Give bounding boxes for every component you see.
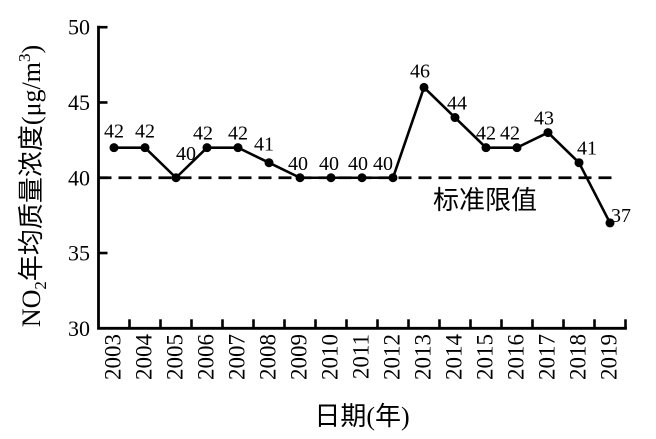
data-point-2004 <box>140 143 150 153</box>
data-value-label: 37 <box>611 205 631 227</box>
data-value-label: 42 <box>500 123 520 145</box>
data-value-label: 40 <box>288 153 308 175</box>
data-point-2009 <box>295 173 305 183</box>
x-tick-label: 2016 <box>504 334 529 380</box>
data-value-label: 41 <box>577 138 597 160</box>
x-tick-label: 2004 <box>132 334 157 381</box>
data-value-label: 46 <box>410 60 430 82</box>
y-tick-label: 40 <box>68 165 90 190</box>
x-tick-label: 2019 <box>597 334 622 380</box>
y-axis-title: NO2年均质量浓度(μg/m3) <box>15 45 50 327</box>
x-tick-label: 2015 <box>473 334 498 380</box>
x-tick-label: 2013 <box>411 334 436 380</box>
data-value-label: 42 <box>476 123 496 145</box>
x-tick-label: 2014 <box>442 334 467 381</box>
y-tick-label: 45 <box>68 90 90 115</box>
data-point-2005 <box>171 173 181 183</box>
x-tick-label: 2009 <box>287 334 312 380</box>
x-tick-label: 2006 <box>194 334 219 380</box>
x-tick-label: 2008 <box>256 334 281 380</box>
y-tick-label: 30 <box>68 316 90 341</box>
data-point-2015 <box>481 143 491 153</box>
data-value-label: 40 <box>176 143 196 165</box>
data-value-label: 40 <box>348 153 368 175</box>
data-value-label: 44 <box>447 93 467 115</box>
data-value-label: 42 <box>104 121 124 143</box>
y-tick-label: 35 <box>68 241 90 266</box>
x-tick-label: 2005 <box>163 334 188 380</box>
data-point-2003 <box>109 143 119 153</box>
data-point-2008 <box>264 158 274 168</box>
x-tick-label: 2003 <box>101 334 126 380</box>
data-point-2017 <box>543 128 553 138</box>
data-point-2013 <box>419 82 429 92</box>
data-point-2016 <box>512 143 522 153</box>
data-value-label: 41 <box>254 134 274 156</box>
reference-line-label: 标准限值 <box>433 186 537 215</box>
data-point-2018 <box>574 158 584 168</box>
x-tick-label: 2010 <box>318 334 343 380</box>
x-tick-label: 2018 <box>566 334 591 380</box>
data-point-2010 <box>326 173 336 183</box>
x-tick-label: 2017 <box>535 334 560 380</box>
data-value-label: 43 <box>534 108 554 130</box>
data-point-2007 <box>233 143 243 153</box>
data-point-2012 <box>388 173 398 183</box>
y-tick-label: 50 <box>68 15 90 40</box>
x-axis-title: 日期(年) <box>314 402 409 431</box>
data-value-label: 42 <box>193 123 213 145</box>
x-tick-label: 2011 <box>349 334 374 379</box>
data-value-label: 42 <box>135 121 155 143</box>
x-tick-label: 2007 <box>225 334 250 380</box>
data-point-2006 <box>202 143 212 153</box>
data-point-2011 <box>357 173 367 183</box>
data-value-label: 42 <box>228 123 248 145</box>
x-tick-label: 2012 <box>380 334 405 380</box>
data-point-2019 <box>605 218 615 228</box>
data-point-2014 <box>450 113 460 123</box>
data-value-label: 40 <box>319 153 339 175</box>
data-value-label: 40 <box>373 153 393 175</box>
axes <box>97 25 627 330</box>
